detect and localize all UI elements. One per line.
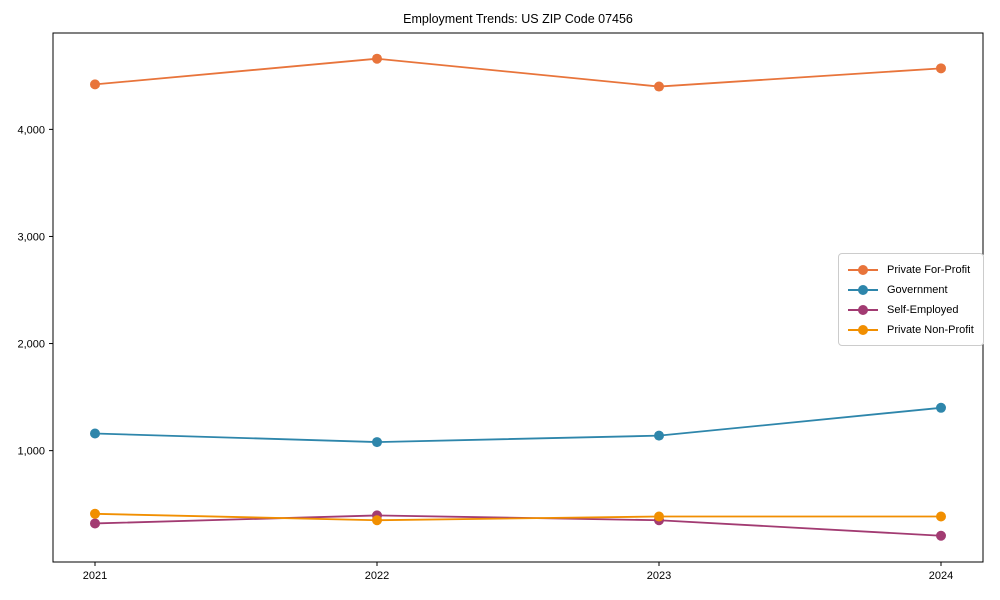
data-point-private-non-profit-2023 xyxy=(654,511,664,522)
legend-label: Private For-Profit xyxy=(887,263,971,276)
y-tick-label: 2,000 xyxy=(17,339,45,351)
data-point-private-non-profit-2024 xyxy=(936,511,946,522)
data-point-self-employed-2024 xyxy=(936,530,946,541)
data-point-government-2022 xyxy=(372,437,382,448)
circle-marker-icon xyxy=(858,304,868,315)
y-tick-label: 4,000 xyxy=(17,124,45,136)
data-point-private-non-profit-2021 xyxy=(90,508,100,519)
legend-entry-private-non-profit: Private Non-Profit xyxy=(848,321,974,338)
x-tick-label: 2022 xyxy=(365,570,389,582)
data-point-private-for-profit-2023 xyxy=(654,81,664,92)
x-tick-label: 2024 xyxy=(929,570,953,582)
legend-entry-government: Government xyxy=(848,281,974,298)
data-point-private-for-profit-2024 xyxy=(936,63,946,74)
x-tick-label: 2023 xyxy=(647,570,671,582)
legend-label: Private Non-Profit xyxy=(887,323,974,336)
legend: Private For-Profit Government Self-Employe… xyxy=(838,253,984,346)
legend-marker-icon xyxy=(848,284,878,295)
legend-marker-icon xyxy=(848,304,878,315)
legend-entry-self-employed: Self-Employed xyxy=(848,301,974,318)
y-tick-label: 3,000 xyxy=(17,231,45,243)
circle-marker-icon xyxy=(858,264,868,275)
series-line-private-for-profit xyxy=(94,57,942,88)
data-point-private-non-profit-2022 xyxy=(372,515,382,526)
chart-title: Employment Trends: US ZIP Code 07456 xyxy=(403,12,633,26)
data-point-government-2021 xyxy=(90,428,100,439)
legend-marker-icon xyxy=(848,264,878,275)
y-tick-label: 1,000 xyxy=(17,446,45,458)
circle-marker-icon xyxy=(858,324,868,335)
data-point-self-employed-2021 xyxy=(90,518,100,529)
legend-marker-icon xyxy=(848,324,878,335)
x-tick-label: 2021 xyxy=(83,570,107,582)
data-point-government-2024 xyxy=(936,402,946,413)
legend-entry-private-for-profit: Private For-Profit xyxy=(848,261,974,278)
data-point-private-for-profit-2021 xyxy=(90,79,100,90)
data-point-government-2023 xyxy=(654,430,664,441)
legend-label: Self-Employed xyxy=(887,303,959,316)
series-line-government xyxy=(94,406,942,443)
series-line-private-non-profit xyxy=(94,512,941,522)
legend-label: Government xyxy=(887,283,948,296)
circle-marker-icon xyxy=(858,284,868,295)
data-point-private-for-profit-2022 xyxy=(372,53,382,64)
